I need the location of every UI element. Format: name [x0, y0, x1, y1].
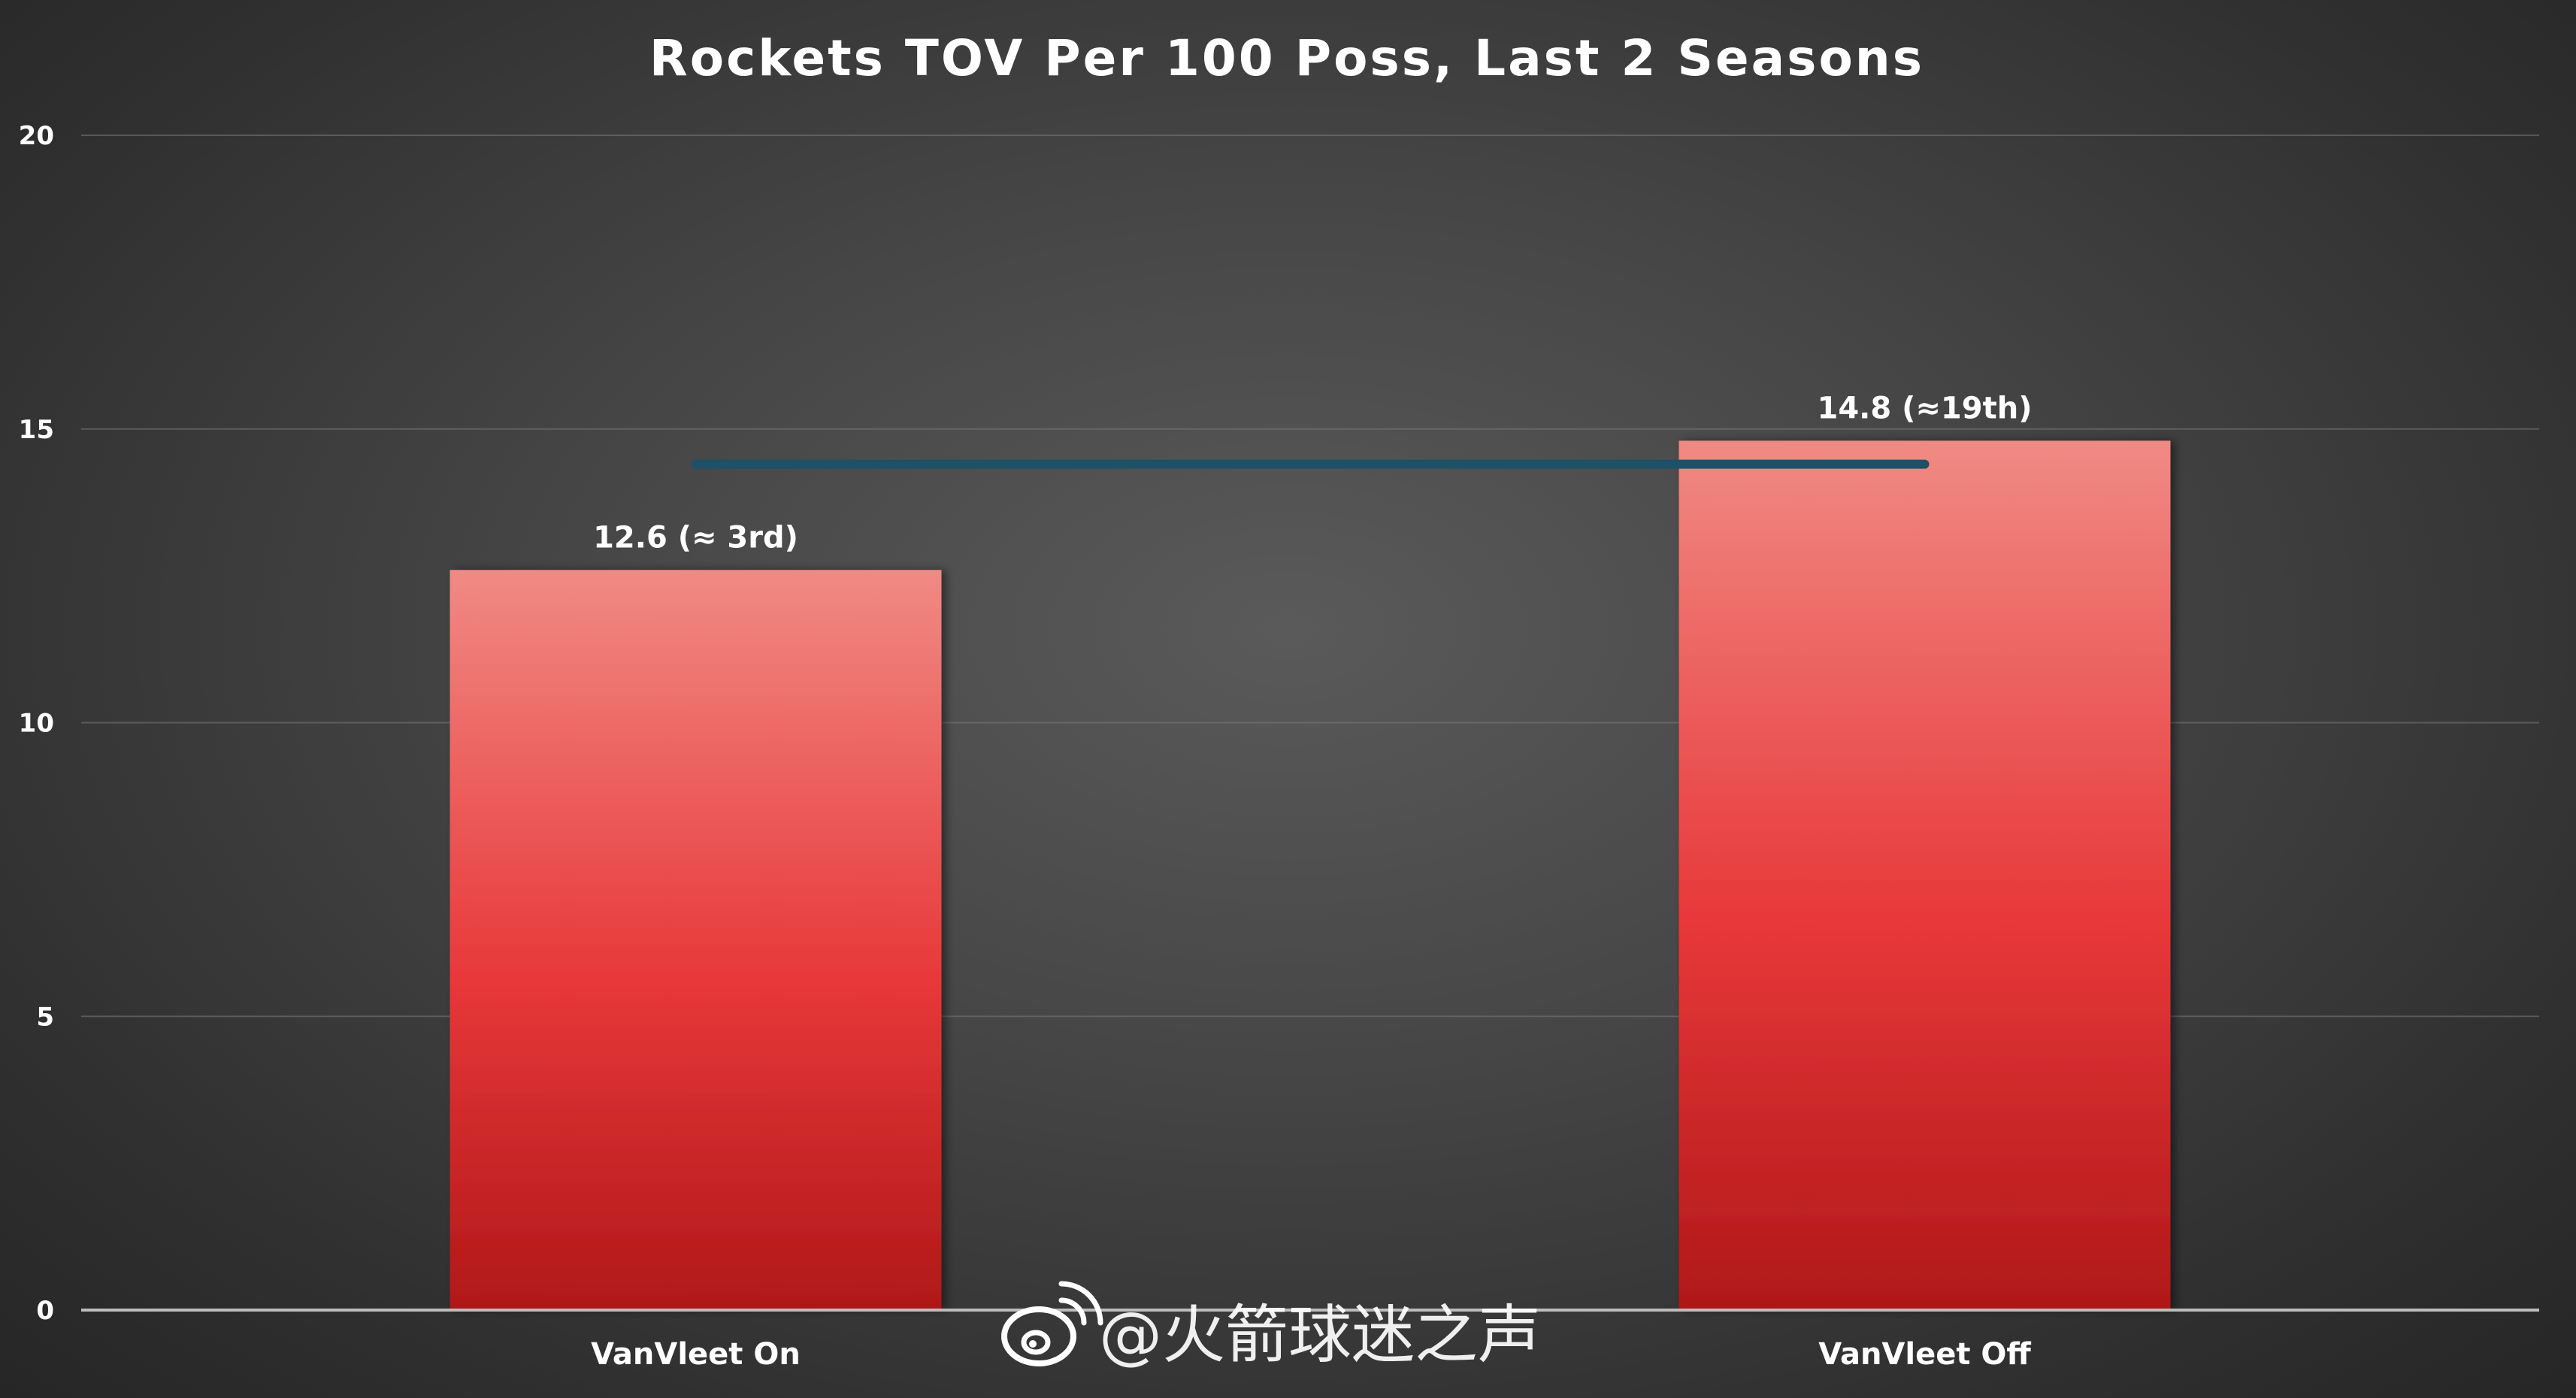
- weibo-icon: [1001, 1281, 1103, 1366]
- y-tick-label-0: 0: [36, 1296, 54, 1326]
- watermark: @火箭球迷之声: [1001, 1281, 1541, 1372]
- category-label: VanVleet Off: [1818, 1337, 2031, 1372]
- y-tick-label-20: 20: [19, 121, 54, 151]
- y-tick-label-15: 15: [19, 415, 54, 445]
- y-axis-ticks: 0 5 10 15 20: [19, 121, 54, 1326]
- y-tick-label-5: 5: [36, 1002, 54, 1032]
- watermark-text: @火箭球迷之声: [1099, 1298, 1541, 1372]
- data-labels: 12.6 (≈ 3rd) 14.8 (≈19th): [593, 391, 2032, 555]
- category-label: VanVleet On: [591, 1337, 801, 1372]
- x-axis-categories: VanVleet On VanVleet Off: [591, 1337, 2031, 1372]
- data-label: 12.6 (≈ 3rd): [593, 520, 798, 555]
- bar-vanvleet-off: [1678, 440, 2171, 1310]
- y-tick-label-10: 10: [19, 709, 54, 739]
- chart-title: Rockets TOV Per 100 Poss, Last 2 Seasons: [649, 29, 1924, 87]
- data-label: 14.8 (≈19th): [1818, 391, 2033, 425]
- bar-vanvleet-on: [450, 570, 942, 1310]
- bars: [450, 440, 2171, 1310]
